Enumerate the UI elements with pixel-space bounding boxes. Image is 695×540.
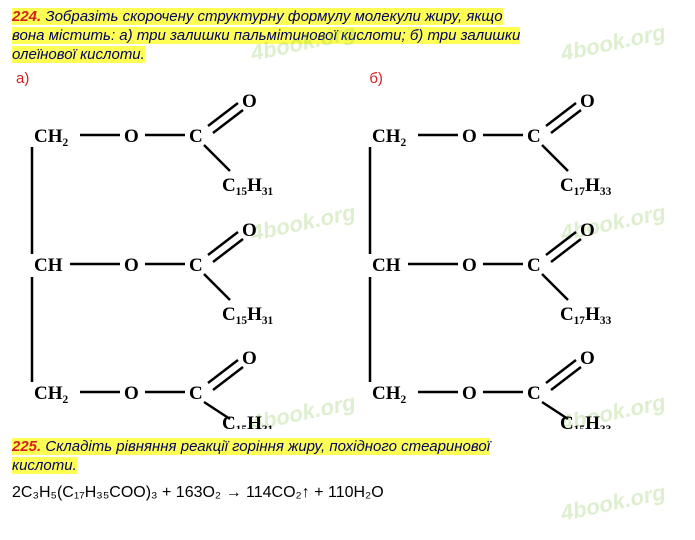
- task-224: 224. Зобразіть скорочену структурну форм…: [12, 8, 683, 64]
- label-b: б): [369, 70, 383, 87]
- task-225-number: 225.: [12, 438, 41, 455]
- svg-text:CH: CH: [372, 255, 401, 276]
- svg-text:O: O: [124, 255, 139, 276]
- svg-text:O: O: [580, 91, 595, 112]
- svg-text:O: O: [462, 255, 477, 276]
- svg-text:CH₂: CH₂: [34, 383, 69, 404]
- svg-text:O: O: [124, 383, 139, 404]
- svg-text:C: C: [527, 255, 541, 276]
- svg-text:C: C: [189, 383, 203, 404]
- svg-text:O: O: [462, 126, 477, 147]
- combustion-equation: 2C₃H₅(C₁₇H₃₅COO)₃ + 163O₂ → 114CO₂↑ + 11…: [12, 484, 683, 502]
- structure-a: CH₂ O C O C₁₅H₃₁ CH O C O C₁₅H₃₁ CH₂: [12, 89, 342, 434]
- task-224-line2: вона містить: а) три залишки пальмітинов…: [12, 27, 520, 44]
- svg-text:O: O: [242, 348, 257, 369]
- task-224-line1: Зобразіть скорочену структурну формулу м…: [45, 8, 502, 25]
- task-225-line2: кислоти.: [12, 457, 77, 474]
- structures-container: CH₂ O C O C₁₅H₃₁ CH O C O C₁₅H₃₁ CH₂: [12, 89, 683, 434]
- structure-b: CH₂ O C O C₁₇H₃₃ CH O C O C₁₇H₃₃ CH₂ O C: [350, 89, 680, 434]
- svg-text:C₁₅H₃₁: C₁₅H₃₁: [222, 304, 273, 325]
- label-a: а): [16, 70, 29, 87]
- svg-text:C₁₅H₃₁: C₁₅H₃₁: [222, 175, 273, 196]
- task-224-line3: олеїнової кислоти.: [12, 46, 145, 63]
- svg-text:C₁₅H₃₁: C₁₅H₃₁: [222, 413, 273, 429]
- svg-text:O: O: [462, 383, 477, 404]
- svg-text:C: C: [189, 255, 203, 276]
- svg-text:O: O: [580, 348, 595, 369]
- svg-text:C₁₇H₃₃: C₁₇H₃₃: [560, 304, 612, 325]
- svg-text:O: O: [242, 220, 257, 241]
- svg-text:O: O: [124, 126, 139, 147]
- svg-text:C₁₇H₃₃: C₁₇H₃₃: [560, 175, 612, 196]
- task-224-number: 224.: [12, 8, 41, 25]
- task-225: 225. Складіть рівняння реакції горіння ж…: [12, 438, 683, 476]
- task-225-line1: Складіть рівняння реакції горіння жиру, …: [45, 438, 490, 455]
- svg-text:C: C: [189, 126, 203, 147]
- svg-text:CH₂: CH₂: [372, 126, 407, 147]
- svg-text:C: C: [527, 126, 541, 147]
- svg-text:CH₂: CH₂: [34, 126, 69, 147]
- svg-text:O: O: [242, 91, 257, 112]
- structure-labels: а) б): [12, 70, 683, 87]
- svg-text:CH₂: CH₂: [372, 383, 407, 404]
- svg-text:C₁₅H₃₃: C₁₅H₃₃: [560, 413, 612, 429]
- svg-text:O: O: [580, 220, 595, 241]
- svg-text:CH: CH: [34, 255, 63, 276]
- svg-text:C: C: [527, 383, 541, 404]
